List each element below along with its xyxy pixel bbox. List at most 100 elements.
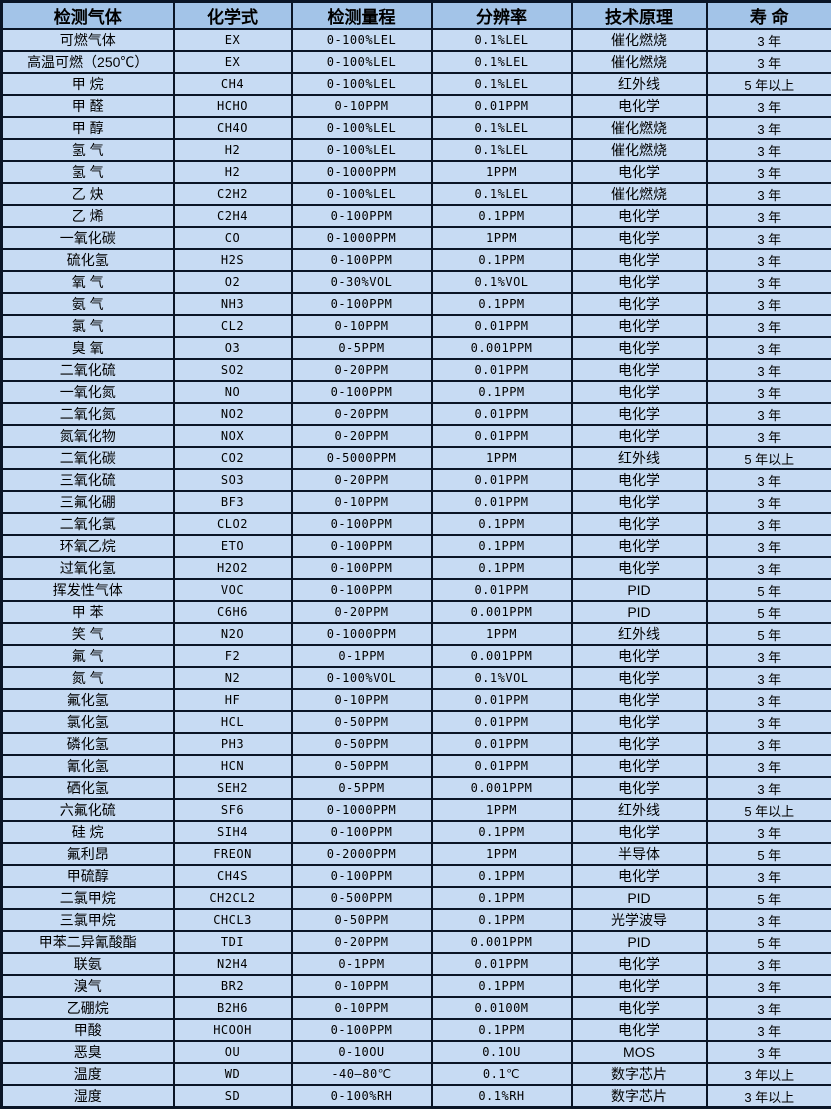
cell-principle: 电化学 (572, 205, 707, 227)
cell-range: 0-100%VOL (292, 667, 432, 689)
cell-principle: 半导体 (572, 843, 707, 865)
cell-principle: 电化学 (572, 777, 707, 799)
cell-resolution: 0.01PPM (432, 953, 572, 975)
cell-principle: 电化学 (572, 821, 707, 843)
cell-range: 0-100%LEL (292, 183, 432, 205)
cell-formula: CO2 (174, 447, 292, 469)
cell-principle: 电化学 (572, 227, 707, 249)
cell-formula: ETO (174, 535, 292, 557)
cell-range: 0-1PPM (292, 953, 432, 975)
cell-resolution: 0.1℃ (432, 1063, 572, 1085)
cell-lifespan: 3 年 (707, 183, 831, 205)
cell-lifespan: 3 年 (707, 381, 831, 403)
cell-formula: HCOOH (174, 1019, 292, 1041)
cell-resolution: 0.01PPM (432, 711, 572, 733)
cell-gas-name: 可燃气体 (2, 29, 174, 51)
cell-gas-name: 臭 氧 (2, 337, 174, 359)
cell-range: 0-50PPM (292, 711, 432, 733)
cell-gas-name: 氮氧化物 (2, 425, 174, 447)
cell-formula: TDI (174, 931, 292, 953)
cell-resolution: 0.1PPM (432, 865, 572, 887)
cell-resolution: 0.001PPM (432, 645, 572, 667)
cell-range: 0-100PPM (292, 821, 432, 843)
cell-formula: HCL (174, 711, 292, 733)
cell-formula: CH2CL2 (174, 887, 292, 909)
cell-lifespan: 3 年 (707, 667, 831, 689)
cell-lifespan: 3 年 (707, 909, 831, 931)
cell-gas-name: 三氧化硫 (2, 469, 174, 491)
cell-lifespan: 3 年 (707, 271, 831, 293)
cell-gas-name: 甲硫醇 (2, 865, 174, 887)
cell-principle: 电化学 (572, 953, 707, 975)
cell-gas-name: 氮 气 (2, 667, 174, 689)
cell-resolution: 0.1PPM (432, 1019, 572, 1041)
cell-lifespan: 3 年 (707, 161, 831, 183)
cell-resolution: 0.1PPM (432, 821, 572, 843)
col-header-lifespan: 寿 命 (707, 2, 831, 30)
cell-resolution: 0.1PPM (432, 887, 572, 909)
cell-formula: C2H2 (174, 183, 292, 205)
cell-lifespan: 3 年 (707, 315, 831, 337)
cell-principle: 电化学 (572, 337, 707, 359)
cell-lifespan: 3 年以上 (707, 1085, 831, 1108)
cell-principle: 催化燃烧 (572, 117, 707, 139)
cell-principle: MOS (572, 1041, 707, 1063)
cell-lifespan: 5 年以上 (707, 73, 831, 95)
cell-formula: SD (174, 1085, 292, 1108)
cell-lifespan: 3 年 (707, 491, 831, 513)
cell-resolution: 0.1%LEL (432, 117, 572, 139)
cell-formula: CLO2 (174, 513, 292, 535)
cell-gas-name: 二氧化氯 (2, 513, 174, 535)
cell-gas-name: 二氧化硫 (2, 359, 174, 381)
cell-formula: NH3 (174, 293, 292, 315)
cell-lifespan: 5 年以上 (707, 447, 831, 469)
cell-formula: N2 (174, 667, 292, 689)
cell-principle: 催化燃烧 (572, 29, 707, 51)
cell-formula: CO (174, 227, 292, 249)
cell-gas-name: 氟化氢 (2, 689, 174, 711)
cell-formula: B2H6 (174, 997, 292, 1019)
cell-range: 0-50PPM (292, 755, 432, 777)
cell-range: -40—80℃ (292, 1063, 432, 1085)
cell-formula: VOC (174, 579, 292, 601)
cell-range: 0-10OU (292, 1041, 432, 1063)
cell-principle: 电化学 (572, 711, 707, 733)
cell-formula: CH4 (174, 73, 292, 95)
cell-formula: C6H6 (174, 601, 292, 623)
cell-formula: SEH2 (174, 777, 292, 799)
cell-resolution: 0.1PPM (432, 557, 572, 579)
cell-gas-name: 一氧化碳 (2, 227, 174, 249)
cell-gas-name: 溴气 (2, 975, 174, 997)
cell-formula: HCN (174, 755, 292, 777)
cell-formula: N2H4 (174, 953, 292, 975)
cell-resolution: 0.01PPM (432, 95, 572, 117)
col-header-formula: 化学式 (174, 2, 292, 30)
cell-formula: EX (174, 51, 292, 73)
cell-principle: 催化燃烧 (572, 51, 707, 73)
cell-lifespan: 3 年 (707, 293, 831, 315)
cell-range: 0-30%VOL (292, 271, 432, 293)
cell-resolution: 0.001PPM (432, 777, 572, 799)
cell-gas-name: 恶臭 (2, 1041, 174, 1063)
cell-principle: 电化学 (572, 667, 707, 689)
cell-range: 0-5PPM (292, 337, 432, 359)
cell-resolution: 0.1%LEL (432, 29, 572, 51)
cell-resolution: 0.01PPM (432, 425, 572, 447)
cell-principle: 电化学 (572, 359, 707, 381)
cell-resolution: 0.1PPM (432, 535, 572, 557)
